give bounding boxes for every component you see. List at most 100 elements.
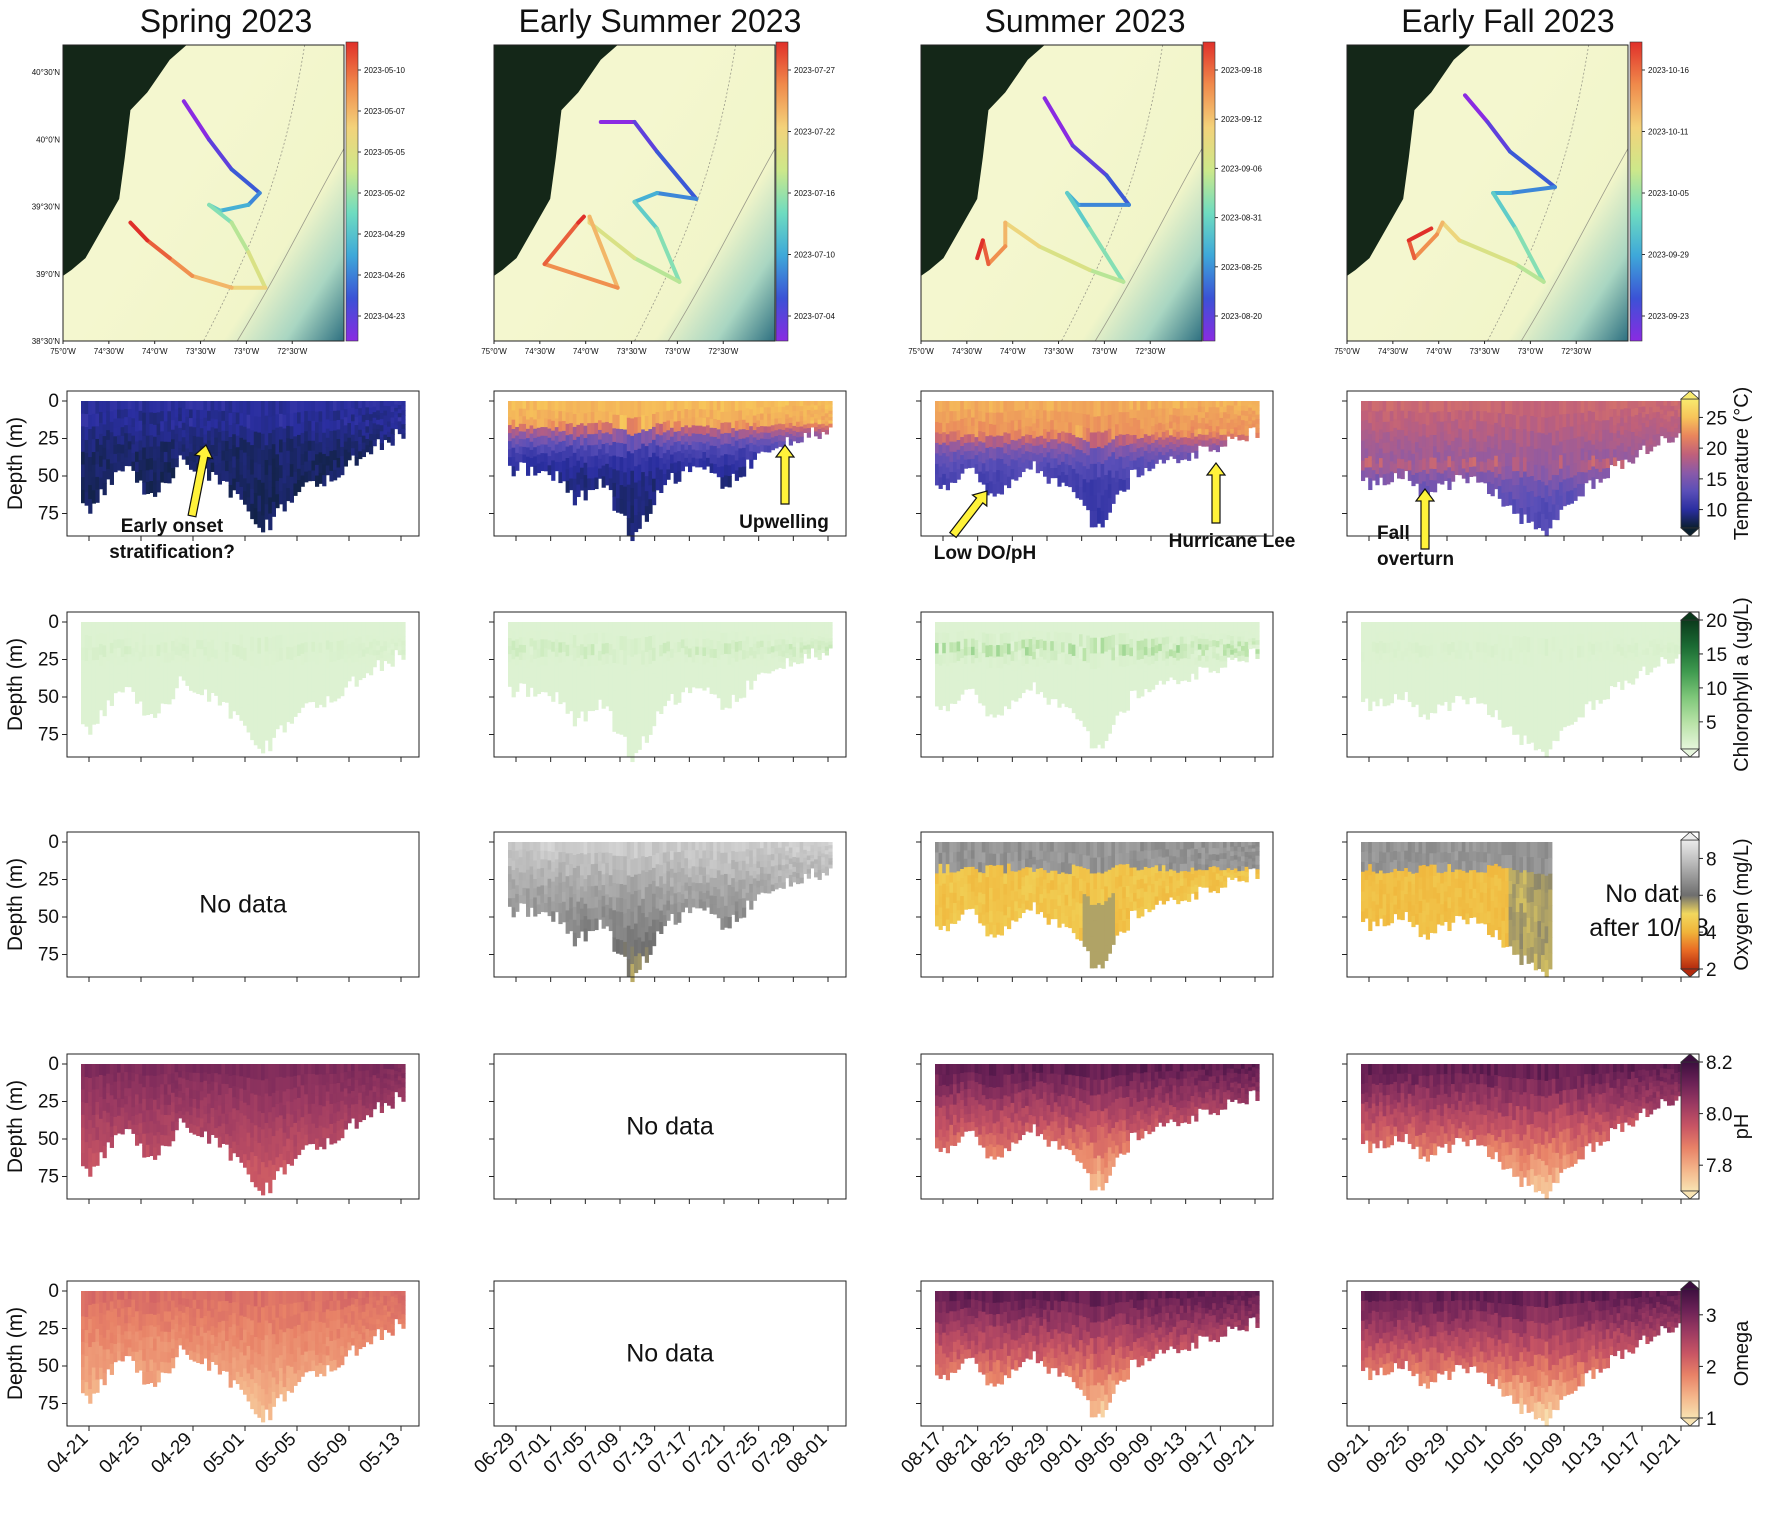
data-cell (1194, 436, 1199, 445)
y-tick-label: 0 (48, 391, 59, 412)
data-cell (734, 631, 739, 643)
data-cell (637, 496, 642, 513)
data-cell (1559, 441, 1564, 456)
data-cell (1223, 417, 1228, 425)
data-cell (379, 622, 384, 629)
data-cell (720, 455, 725, 468)
data-cell (135, 622, 140, 633)
data-cell (781, 645, 786, 652)
data-cell (163, 632, 168, 643)
data-cell (1093, 684, 1098, 702)
data-cell (322, 411, 327, 423)
data-cell (1039, 409, 1044, 419)
data-cell (760, 401, 765, 408)
data-cell (967, 630, 972, 640)
data-cell (583, 401, 588, 414)
data-cell (677, 622, 682, 633)
data-cell (340, 677, 345, 687)
data-cell (554, 461, 559, 472)
data-cell (590, 622, 595, 634)
data-cell (529, 654, 534, 664)
data-cell (282, 428, 287, 443)
data-cell (390, 439, 395, 446)
data-cell (655, 401, 660, 413)
data-cell (1151, 417, 1156, 427)
data-cell (978, 672, 983, 684)
data-cell (120, 444, 125, 454)
data-cell (1104, 445, 1109, 461)
data-cell (978, 431, 983, 442)
data-cell (102, 657, 107, 670)
data-cell (1107, 428, 1112, 444)
data-cell (293, 704, 298, 717)
data-cell (709, 639, 714, 650)
date-colorbar-label: 2023-10-11 (1648, 128, 1689, 137)
data-cell (369, 641, 374, 649)
data-cell (1454, 446, 1459, 457)
data-cell (84, 479, 89, 493)
data-cell (1584, 452, 1589, 463)
data-cell (1082, 674, 1087, 688)
data-cell (792, 626, 797, 633)
data-cell (192, 683, 197, 693)
data-cell (949, 401, 954, 412)
data-cell (106, 449, 111, 460)
data-cell (1605, 420, 1610, 431)
colorbar-tick-label: 10 (1706, 501, 1727, 522)
data-cell (695, 425, 700, 435)
data-cell (282, 676, 287, 692)
data-cell (623, 415, 628, 431)
data-cell (1533, 512, 1538, 530)
data-cell (1097, 477, 1102, 494)
data-cell (956, 622, 961, 633)
data-cell (261, 671, 266, 688)
data-cell (257, 495, 262, 513)
data-cell (598, 631, 603, 642)
data-cell (612, 455, 617, 470)
data-cell (120, 630, 125, 641)
data-cell (727, 675, 732, 687)
data-cell (1566, 465, 1571, 480)
data-cell (361, 421, 366, 430)
data-cell (781, 441, 786, 448)
data-cell (113, 683, 118, 694)
data-cell (1003, 653, 1008, 665)
data-cell (803, 641, 808, 647)
data-cell (135, 401, 140, 412)
data-cell (666, 670, 671, 682)
data-cell (684, 646, 689, 656)
data-cell (1580, 460, 1585, 473)
data-cell (1386, 401, 1391, 412)
data-cell (171, 468, 176, 479)
data-cell (1255, 432, 1260, 438)
data-cell (307, 651, 312, 663)
data-cell (1605, 448, 1610, 460)
data-cell (369, 668, 374, 676)
data-cell (336, 622, 341, 633)
data-cell (760, 438, 765, 446)
data-cell (307, 470, 312, 482)
data-cell (372, 401, 377, 408)
data-cell (156, 435, 161, 448)
data-cell (135, 451, 140, 463)
data-cell (232, 434, 237, 446)
data-cell (709, 436, 714, 447)
data-cell (297, 468, 302, 481)
data-cell (293, 448, 298, 461)
data-cell (1483, 431, 1488, 443)
data-cell (113, 648, 118, 658)
data-cell (662, 421, 667, 433)
data-cell (1526, 507, 1531, 523)
data-cell (1032, 445, 1037, 454)
data-cell (619, 457, 624, 472)
data-cell (1649, 438, 1654, 446)
data-cell (1097, 713, 1102, 730)
data-cell (1541, 401, 1546, 418)
data-cell (1613, 401, 1618, 410)
data-cell (576, 460, 581, 474)
data-cell (1147, 427, 1152, 437)
data-cell (662, 411, 667, 423)
data-cell (1566, 401, 1571, 415)
data-cell (533, 631, 538, 642)
data-cell (949, 682, 954, 694)
